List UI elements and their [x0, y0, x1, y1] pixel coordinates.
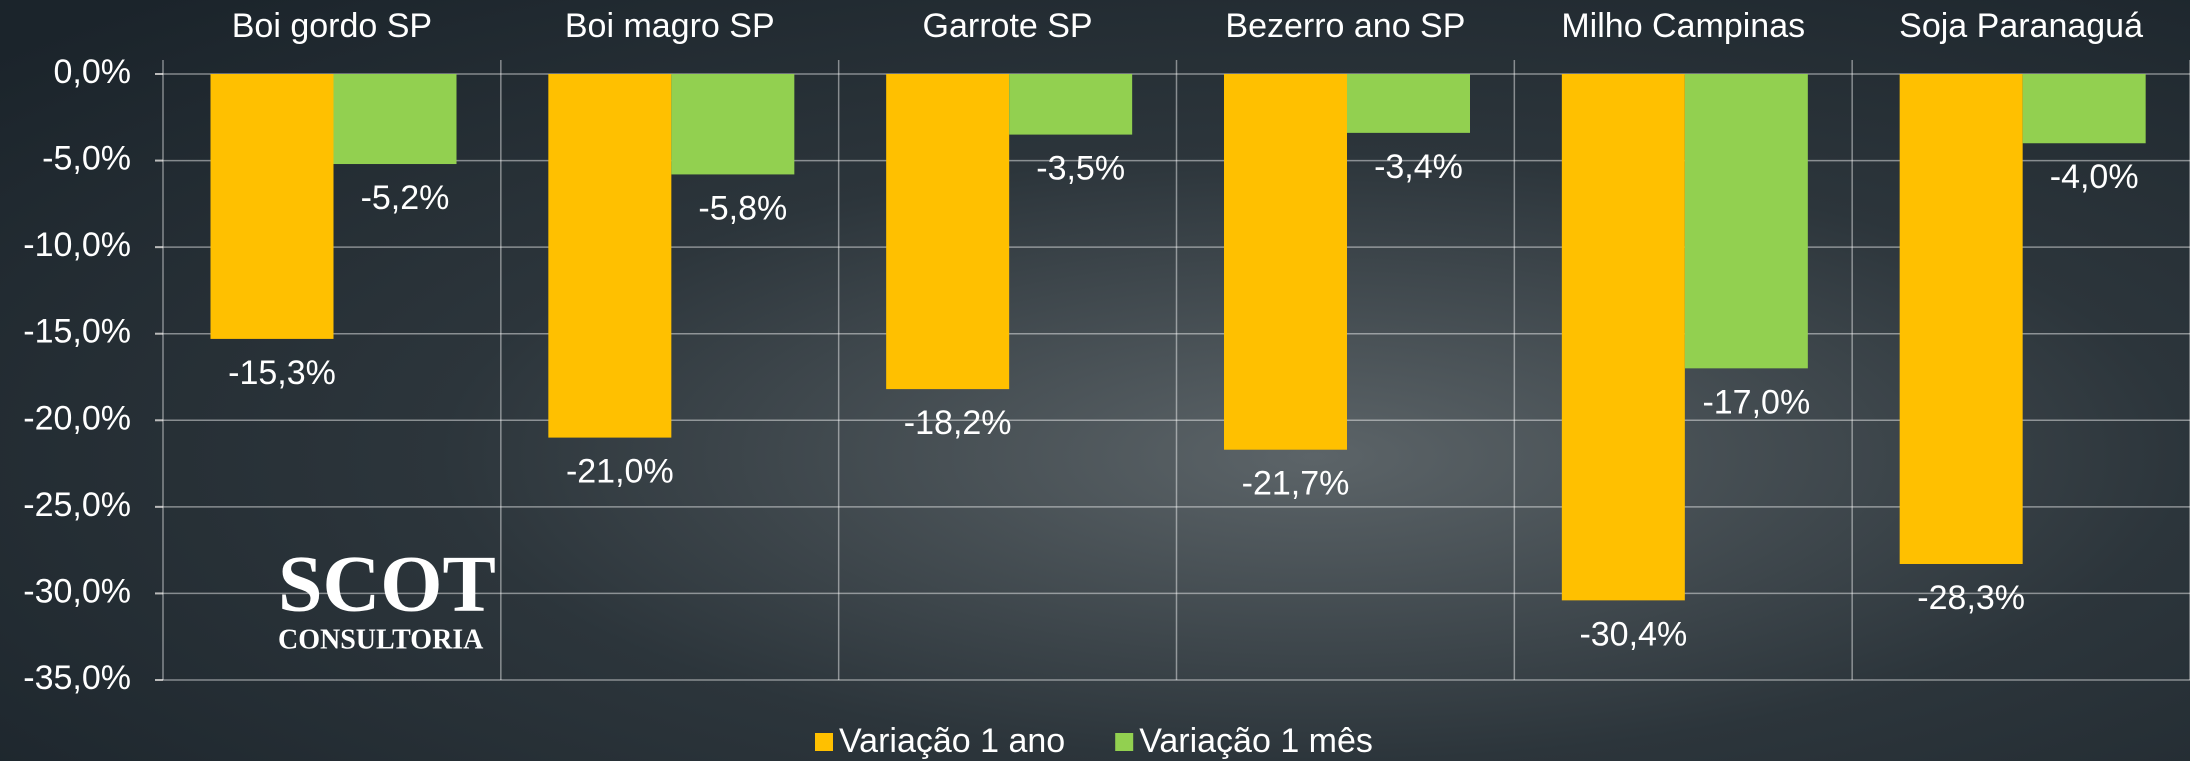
logo: SCOT CONSULTORIA — [278, 540, 496, 655]
logo-name: SCOT — [278, 540, 496, 628]
data-label: -15,3% — [228, 354, 336, 392]
y-tick-label: -35,0% — [23, 659, 131, 697]
data-label: -3,4% — [1374, 148, 1463, 186]
data-label: -3,5% — [1036, 150, 1125, 188]
bar — [211, 74, 334, 339]
data-label: -30,4% — [1579, 615, 1687, 653]
category-label: Soja Paranaguá — [1899, 7, 2143, 45]
logo-subtitle: CONSULTORIA — [278, 624, 484, 655]
category-label: Boi gordo SP — [232, 7, 432, 45]
bar — [334, 74, 457, 164]
y-tick-label: -30,0% — [23, 572, 131, 610]
legend-label: Variação 1 ano — [839, 722, 1065, 760]
chart: SCOT CONSULTORIA 0,0% -5,0% -10,0% -15,0% -2… — [0, 0, 2190, 761]
data-label: -28,3% — [1917, 579, 2025, 617]
bar — [1685, 74, 1808, 368]
y-tick-label: -10,0% — [23, 226, 131, 264]
y-tick-label: -15,0% — [23, 313, 131, 351]
legend-swatch — [1115, 733, 1133, 751]
data-label: -4,0% — [2050, 158, 2139, 196]
bar — [671, 74, 794, 174]
data-label: -21,7% — [1242, 465, 1350, 503]
bar — [1224, 74, 1347, 450]
category-label: Garrote SP — [923, 7, 1093, 45]
category-label: Bezerro ano SP — [1225, 7, 1465, 45]
bar — [1900, 74, 2023, 564]
bar — [886, 74, 1009, 389]
bar — [1562, 74, 1685, 600]
category-label: Milho Campinas — [1561, 7, 1805, 45]
bar — [1009, 74, 1132, 135]
legend-label: Variação 1 mês — [1139, 722, 1373, 760]
data-label: -21,0% — [566, 453, 674, 491]
y-tick-label: 0,0% — [54, 53, 132, 91]
bar — [2023, 74, 2146, 143]
data-label: -5,8% — [698, 189, 787, 227]
legend-swatch — [815, 733, 833, 751]
y-tick-label: -25,0% — [23, 486, 131, 524]
y-tick-label: -20,0% — [23, 399, 131, 437]
data-label: -18,2% — [904, 404, 1012, 442]
data-label: -5,2% — [361, 179, 450, 217]
y-tick-label: -5,0% — [42, 140, 131, 178]
category-label: Boi magro SP — [565, 7, 775, 45]
data-label: -17,0% — [1702, 383, 1810, 421]
bar — [548, 74, 671, 438]
bar — [1347, 74, 1470, 133]
